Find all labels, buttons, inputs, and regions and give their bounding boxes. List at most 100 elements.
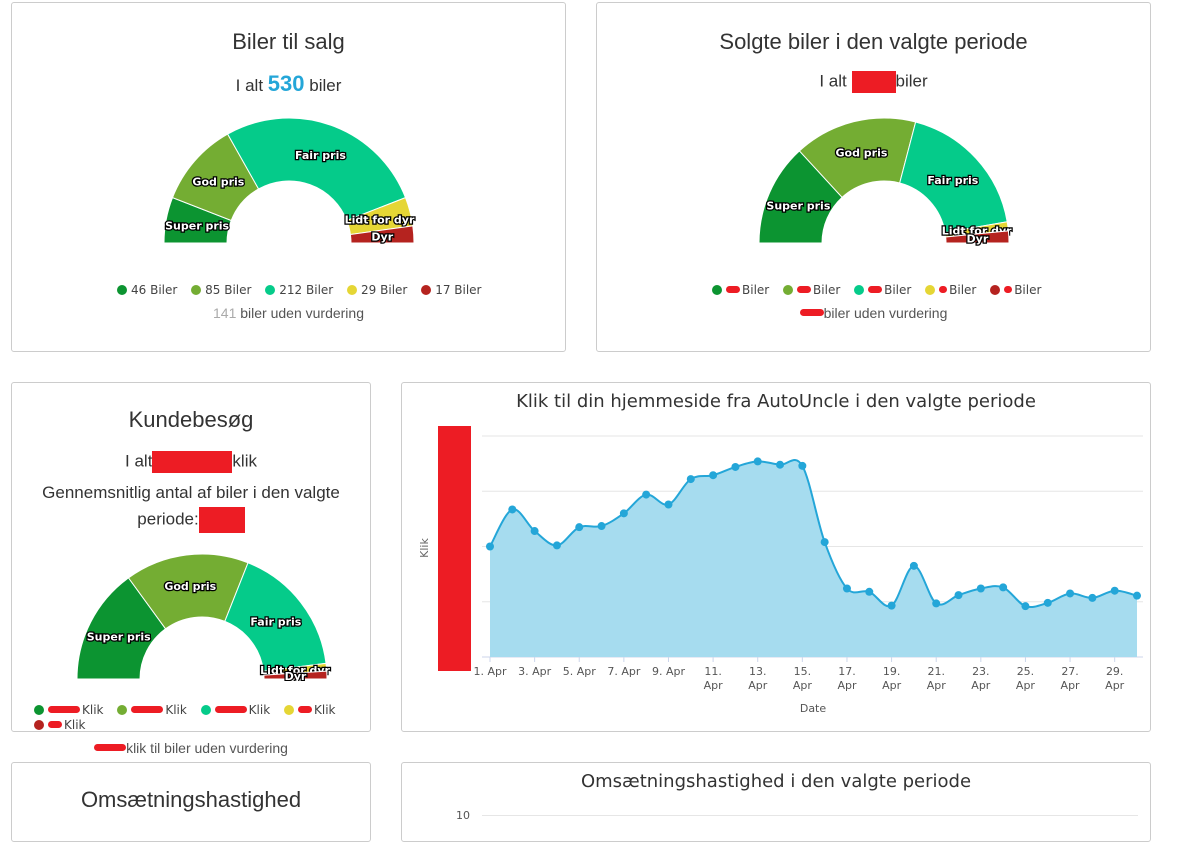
x-tick-label: 15. Apr bbox=[793, 665, 813, 692]
total-line: I alt biler bbox=[597, 71, 1150, 93]
data-point[interactable] bbox=[887, 601, 896, 610]
legend-dot-icon bbox=[421, 285, 432, 295]
gauge-label: Fair pris bbox=[927, 174, 978, 187]
total-line: I alt klik bbox=[12, 451, 370, 473]
gauge-label: God pris bbox=[836, 146, 888, 159]
data-point[interactable] bbox=[664, 500, 673, 509]
data-point[interactable] bbox=[508, 505, 517, 514]
data-point[interactable] bbox=[820, 538, 829, 547]
data-point[interactable] bbox=[999, 583, 1008, 592]
legend-dot-icon bbox=[854, 285, 865, 295]
data-point[interactable] bbox=[842, 584, 851, 593]
data-points bbox=[486, 457, 1141, 611]
redacted-count bbox=[799, 309, 824, 316]
unrated-text: klik til biler uden vurdering bbox=[126, 740, 288, 756]
gauge-segment-dyr[interactable] bbox=[263, 670, 328, 680]
legend-item-lidt[interactable]: Biler bbox=[925, 283, 976, 297]
x-tick-label: 25. Apr bbox=[1016, 665, 1036, 692]
gauge-segment-dyr[interactable] bbox=[945, 230, 1010, 244]
data-point[interactable] bbox=[1088, 593, 1097, 602]
unrated-line: biler uden vurdering bbox=[597, 305, 1150, 321]
legend-item-super[interactable]: 46 Biler bbox=[117, 283, 177, 297]
gauge-label: Super pris bbox=[87, 631, 151, 644]
legend-item-god[interactable]: 85 Biler bbox=[191, 283, 251, 297]
data-point[interactable] bbox=[909, 561, 918, 570]
area-fill bbox=[490, 459, 1137, 657]
legend-item-lidt[interactable]: Klik bbox=[283, 703, 335, 718]
data-point[interactable] bbox=[1110, 586, 1119, 595]
y-axis-label: Klik bbox=[418, 538, 431, 558]
data-point[interactable] bbox=[619, 509, 628, 518]
x-tick-label: 5. Apr bbox=[563, 665, 596, 678]
data-point[interactable] bbox=[1066, 589, 1075, 598]
legend-item-fair[interactable]: 212 Biler bbox=[265, 283, 333, 297]
legend-item-super[interactable]: Klik bbox=[34, 703, 104, 718]
data-point[interactable] bbox=[597, 522, 606, 531]
data-point[interactable] bbox=[976, 584, 985, 593]
x-tick-label: 19. Apr bbox=[882, 665, 902, 692]
x-tick-label: 13. Apr bbox=[748, 665, 768, 692]
legend-item-god[interactable]: Klik bbox=[117, 703, 187, 718]
turnover-chart-panel: Omsætningshastighed i den valgte periode… bbox=[401, 762, 1151, 842]
x-tick-label: 21. Apr bbox=[927, 665, 947, 692]
cars-for-sale-panel: Biler til salg I alt 530 biler Super pri… bbox=[11, 2, 566, 352]
clicks-chart-panel: Klik til din hjemmeside fra AutoUncle i … bbox=[401, 382, 1151, 732]
legend-item-fair[interactable]: Klik bbox=[200, 703, 270, 718]
x-tick-label: 17. Apr bbox=[837, 665, 857, 692]
legend-dot-icon bbox=[925, 285, 936, 295]
data-point[interactable] bbox=[798, 461, 807, 470]
total-suffix: biler bbox=[895, 71, 928, 91]
panel-title: Omsætningshastighed bbox=[80, 787, 302, 812]
redacted-average bbox=[198, 507, 245, 533]
legend-dot-icon bbox=[34, 705, 44, 715]
data-point[interactable] bbox=[486, 542, 494, 551]
legend-item-fair[interactable]: Biler bbox=[854, 283, 911, 297]
unrated-line: 141 biler uden vurdering bbox=[12, 305, 565, 321]
legend-dot-icon bbox=[783, 285, 794, 295]
legend-dot-icon bbox=[200, 705, 211, 715]
data-point[interactable] bbox=[686, 475, 695, 484]
data-point[interactable] bbox=[552, 541, 561, 550]
clicks-area-chart: 1. Apr 3. Apr 5. Apr 7. Apr 9. Apr 11. Apr 13. A… bbox=[418, 426, 1143, 715]
data-point[interactable] bbox=[731, 462, 740, 471]
gauge-segment-dyr[interactable] bbox=[349, 225, 415, 244]
gauge-label: God pris bbox=[164, 580, 216, 593]
grid-line bbox=[482, 815, 1138, 816]
panel-title: Biler til salg bbox=[232, 29, 345, 54]
legend-item-lidt[interactable]: 29 Biler bbox=[347, 283, 407, 297]
chart-title: Klik til din hjemmeside fra AutoUncle i … bbox=[516, 391, 1036, 412]
gauge-segment-fair-pris[interactable] bbox=[899, 121, 1008, 234]
redacted-y-axis bbox=[438, 426, 471, 671]
total-prefix: I alt bbox=[125, 451, 153, 471]
average-line: Gennemsnitlig antal af biler i den valgt… bbox=[42, 483, 340, 502]
data-point[interactable] bbox=[776, 460, 785, 469]
legend-dot-icon bbox=[712, 285, 722, 295]
gauge-legend: 46 Biler 85 Biler 212 Biler 29 Biler 17 … bbox=[117, 283, 492, 297]
x-tick-label: 11. Apr bbox=[704, 665, 724, 692]
data-point[interactable] bbox=[865, 587, 874, 596]
legend-item-god[interactable]: Biler bbox=[783, 283, 840, 297]
data-point[interactable] bbox=[642, 490, 651, 499]
data-point[interactable] bbox=[954, 591, 963, 600]
legend-item-super[interactable]: Biler bbox=[712, 283, 769, 297]
data-point[interactable] bbox=[709, 471, 718, 480]
total-prefix: I alt bbox=[819, 71, 847, 91]
data-point[interactable] bbox=[753, 457, 762, 466]
legend-item-dyr[interactable]: Biler bbox=[990, 283, 1041, 297]
data-point[interactable] bbox=[575, 523, 584, 532]
x-tick-label: 3. Apr bbox=[518, 665, 551, 678]
price-gauge-chart: Super pris God pris Fair pris Lidt for dyr D… bbox=[163, 117, 416, 245]
turnover-panel: Omsætningshastighed bbox=[11, 762, 371, 842]
gauge-label: Fair pris bbox=[250, 616, 301, 629]
data-point[interactable] bbox=[530, 527, 539, 536]
legend-dot-icon bbox=[990, 285, 1001, 295]
gauge-segment-fair-pris[interactable] bbox=[226, 117, 407, 222]
legend-item-dyr[interactable]: Klik bbox=[34, 718, 86, 731]
data-point[interactable] bbox=[1021, 602, 1030, 611]
legend-item-dyr[interactable]: 17 Biler bbox=[421, 283, 482, 297]
data-point[interactable] bbox=[1043, 598, 1052, 607]
x-tick-label: 1. Apr bbox=[473, 665, 506, 678]
data-point[interactable] bbox=[932, 599, 941, 608]
data-point[interactable] bbox=[1133, 591, 1141, 600]
gauge-label: Dyr bbox=[371, 231, 393, 244]
